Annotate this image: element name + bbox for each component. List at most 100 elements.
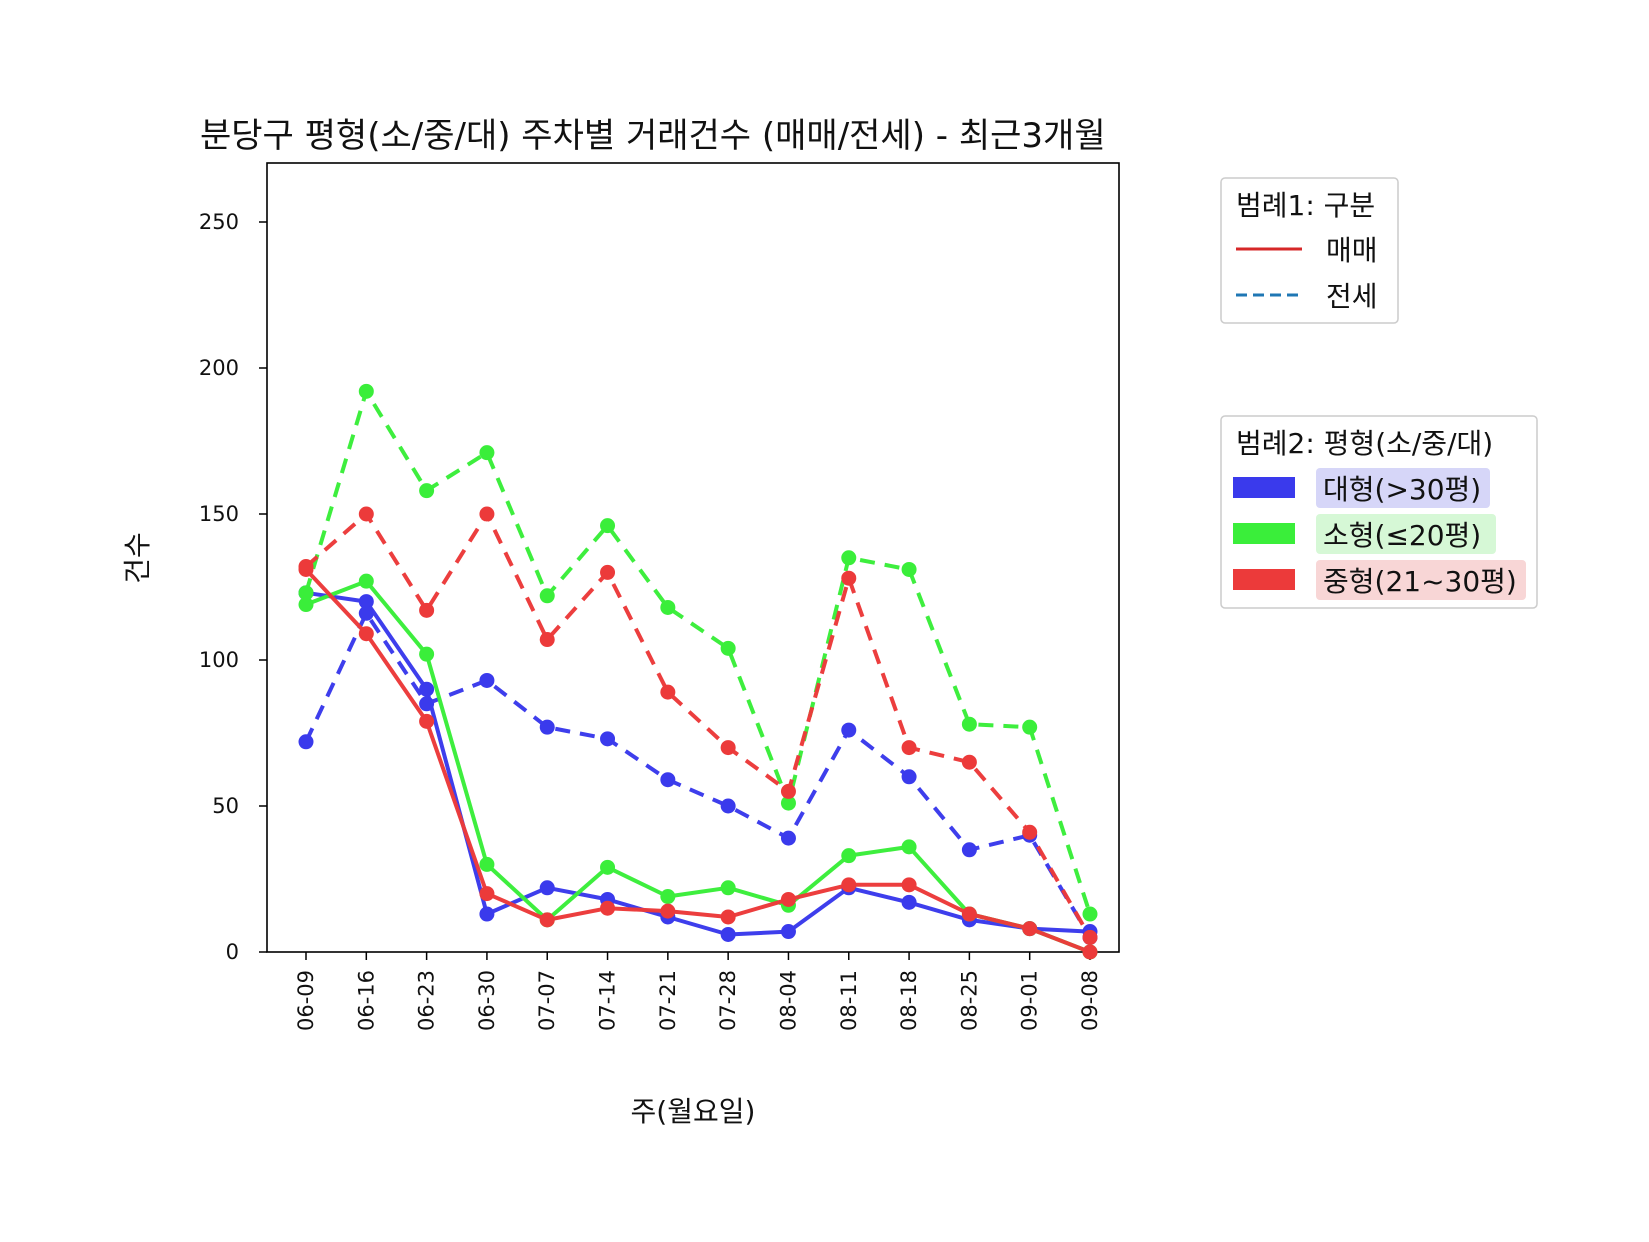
legend-medium-swatch xyxy=(1233,569,1295,590)
legend-small-swatch xyxy=(1233,523,1295,544)
series-point-medium-jeonse xyxy=(600,564,616,580)
legend-deal-type-frame xyxy=(1220,177,1399,324)
series-point-small-sale xyxy=(358,573,374,589)
series-point-small-sale xyxy=(298,597,314,613)
legend-medium-label: 중형(21~30평) xyxy=(1323,565,1517,598)
series-point-small-jeonse xyxy=(1022,719,1038,735)
series-point-large-jeonse xyxy=(780,830,796,846)
series-point-small-jeonse xyxy=(660,599,676,615)
series-point-medium-jeonse xyxy=(1022,824,1038,840)
series-point-medium-sale xyxy=(720,909,736,925)
series-point-large-sale xyxy=(419,681,435,697)
series-point-large-jeonse xyxy=(298,734,314,750)
series-point-medium-jeonse xyxy=(358,506,374,522)
series-point-medium-sale xyxy=(780,891,796,907)
y-axis-label: 건수 xyxy=(121,532,154,584)
series-line-small-jeonse xyxy=(304,389,1092,915)
series-point-medium-sale xyxy=(660,903,676,919)
x-tick-label: 09-08 xyxy=(1078,970,1102,1031)
x-tick-label: 09-01 xyxy=(1018,970,1042,1031)
series-point-small-jeonse xyxy=(419,483,435,499)
series-point-medium-sale xyxy=(961,906,977,922)
legend-size-title: 범례2: 평형(소/중/대) xyxy=(1236,427,1493,460)
x-tick-label: 08-11 xyxy=(837,970,861,1031)
y-tick-label: 50 xyxy=(212,794,239,818)
x-tick-label: 08-25 xyxy=(957,970,981,1031)
legend-deal-type-title: 범례1: 구분 xyxy=(1236,189,1375,222)
series-point-small-jeonse xyxy=(720,640,736,656)
series-point-large-jeonse xyxy=(479,672,495,688)
series-point-large-jeonse xyxy=(841,722,857,738)
series-point-small-jeonse xyxy=(479,445,495,461)
x-tick-label: 06-09 xyxy=(294,970,318,1031)
y-tick-label: 100 xyxy=(199,648,239,672)
series-line-medium-sale xyxy=(304,567,1092,954)
x-tick-label: 08-04 xyxy=(776,970,800,1031)
series-point-large-jeonse xyxy=(961,842,977,858)
legend-deal-type: 범례1: 구분 매매 전세 xyxy=(1220,177,1399,324)
series-point-medium-jeonse xyxy=(901,740,917,756)
y-tick-label: 150 xyxy=(199,502,239,526)
series-point-medium-sale xyxy=(539,912,555,928)
series-point-small-sale xyxy=(660,889,676,905)
series-point-medium-sale xyxy=(358,626,374,642)
series-point-small-sale xyxy=(841,848,857,864)
series-layer xyxy=(298,383,1098,960)
legend-size: 범례2: 평형(소/중/대) 대형(>30평) 소형(≤20평) 중형(21~3… xyxy=(1220,415,1538,609)
series-point-small-sale xyxy=(901,839,917,855)
series-point-large-sale xyxy=(539,880,555,896)
series-line-large-sale xyxy=(304,590,1092,937)
series-point-small-jeonse xyxy=(358,383,374,399)
series-point-medium-jeonse xyxy=(841,570,857,586)
series-point-large-sale xyxy=(780,924,796,940)
series-point-medium-jeonse xyxy=(780,783,796,799)
y-tick-label: 200 xyxy=(199,356,239,380)
series-point-medium-sale xyxy=(479,886,495,902)
series-point-small-sale xyxy=(600,859,616,875)
x-tick-label: 07-14 xyxy=(596,970,620,1031)
legend-small-label-bg xyxy=(1316,514,1496,554)
series-point-small-sale xyxy=(479,856,495,872)
y-tick-label: 0 xyxy=(226,940,239,964)
series-point-large-jeonse xyxy=(720,798,736,814)
series-point-large-sale xyxy=(901,894,917,910)
series-point-medium-jeonse xyxy=(1082,929,1098,945)
series-point-medium-sale xyxy=(600,900,616,916)
series-point-large-sale xyxy=(479,906,495,922)
x-tick-label: 07-28 xyxy=(716,970,740,1031)
series-point-large-jeonse xyxy=(901,769,917,785)
legend-medium-label-bg xyxy=(1316,560,1526,600)
series-point-large-sale xyxy=(358,594,374,610)
series-point-small-jeonse xyxy=(841,550,857,566)
series-line-small-sale xyxy=(304,579,1092,954)
y-axis: 0 50 100 150 200 250 xyxy=(199,210,267,964)
series-point-small-sale xyxy=(720,880,736,896)
series-point-small-jeonse xyxy=(901,561,917,577)
x-axis: 06-09 06-16 06-23 06-30 07-07 07-14 07-21 07-28… xyxy=(294,952,1102,1031)
series-point-small-jeonse xyxy=(600,518,616,534)
series-point-medium-jeonse xyxy=(539,632,555,648)
series-point-medium-sale xyxy=(901,877,917,893)
series-point-small-jeonse xyxy=(961,716,977,732)
x-tick-label: 08-18 xyxy=(897,970,921,1031)
y-tick-label: 250 xyxy=(199,210,239,234)
x-tick-label: 06-16 xyxy=(354,970,378,1031)
series-point-medium-jeonse xyxy=(720,740,736,756)
series-point-large-jeonse xyxy=(419,696,435,712)
series-point-large-jeonse xyxy=(539,719,555,735)
series-point-medium-jeonse xyxy=(961,754,977,770)
series-point-small-jeonse xyxy=(539,588,555,604)
legend-large-label-bg xyxy=(1316,468,1490,508)
series-point-medium-jeonse xyxy=(298,559,314,575)
legend-jeonse-label: 전세 xyxy=(1326,280,1378,313)
series-point-medium-sale xyxy=(1082,944,1098,960)
series-point-medium-jeonse xyxy=(419,602,435,618)
series-line-medium-jeonse xyxy=(304,512,1092,939)
plot-area: 0 50 100 150 200 250 06-09 06-16 06-23 06-30 07-0… xyxy=(199,162,1120,1031)
series-point-medium-sale xyxy=(841,877,857,893)
series-line-large-jeonse xyxy=(304,611,1092,939)
legend-sale-label: 매매 xyxy=(1326,234,1378,267)
series-point-small-jeonse xyxy=(298,585,314,601)
x-tick-label: 07-21 xyxy=(656,970,680,1031)
